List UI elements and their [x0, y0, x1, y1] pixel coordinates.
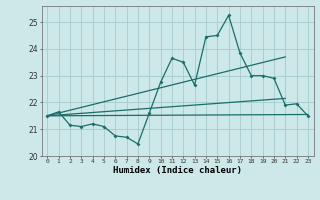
X-axis label: Humidex (Indice chaleur): Humidex (Indice chaleur) — [113, 166, 242, 175]
